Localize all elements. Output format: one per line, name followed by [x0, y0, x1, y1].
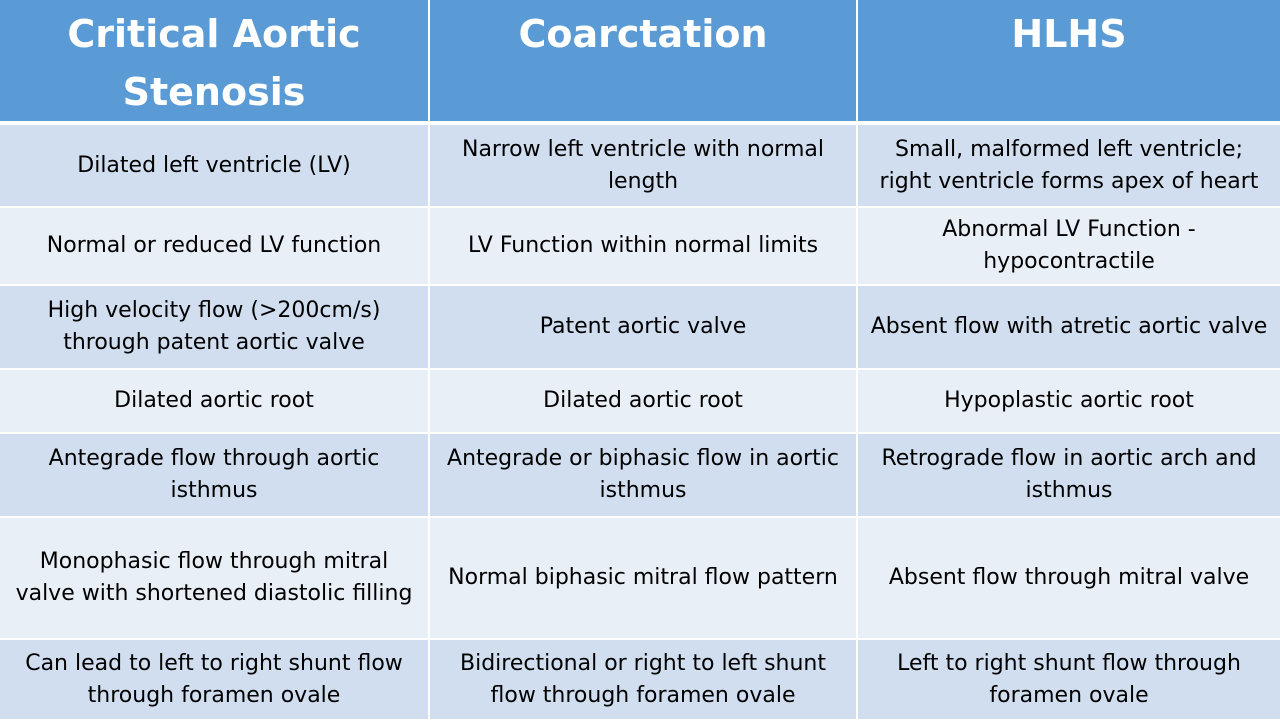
cell-hlhs: Left to right shunt flow through foramen… [857, 639, 1280, 720]
cell-hlhs: Absent flow through mitral valve [857, 517, 1280, 640]
cell-hlhs: Absent flow with atretic aortic valve [857, 285, 1280, 370]
header-hlhs: HLHS [857, 0, 1280, 125]
cell-hlhs: Retrograde flow in aortic arch and isthm… [857, 433, 1280, 518]
cell-critical-aortic-stenosis: High velocity flow (>200cm/s) through pa… [0, 285, 430, 370]
header-row: Critical Aortic Stenosis Coarctation HLH… [0, 0, 1280, 125]
table-row: Antegrade flow through aortic isthmus An… [0, 433, 1280, 518]
cell-critical-aortic-stenosis: Monophasic flow through mitral valve wit… [0, 517, 430, 640]
table-body: Dilated left ventricle (LV) Narrow left … [0, 123, 1280, 720]
table-row: Dilated left ventricle (LV) Narrow left … [0, 123, 1280, 208]
table-row: High velocity flow (>200cm/s) through pa… [0, 285, 1280, 370]
cell-critical-aortic-stenosis: Antegrade flow through aortic isthmus [0, 433, 430, 518]
cell-critical-aortic-stenosis: Can lead to left to right shunt flow thr… [0, 639, 430, 720]
header-critical-aortic-stenosis: Critical Aortic Stenosis [0, 0, 430, 125]
cell-coarctation: Antegrade or biphasic flow in aortic ist… [429, 433, 858, 518]
cell-coarctation: LV Function within normal limits [429, 207, 858, 286]
cell-critical-aortic-stenosis: Dilated left ventricle (LV) [0, 123, 430, 208]
table-row: Dilated aortic root Dilated aortic root … [0, 369, 1280, 434]
cell-coarctation: Patent aortic valve [429, 285, 858, 370]
table-row: Monophasic flow through mitral valve wit… [0, 517, 1280, 640]
cell-critical-aortic-stenosis: Normal or reduced LV function [0, 207, 430, 286]
cell-hlhs: Abnormal LV Function - hypocontractile [857, 207, 1280, 286]
cell-coarctation: Narrow left ventricle with normal length [429, 123, 858, 208]
cell-hlhs: Hypoplastic aortic root [857, 369, 1280, 434]
cell-coarctation: Bidirectional or right to left shunt flo… [429, 639, 858, 720]
cell-coarctation: Normal biphasic mitral flow pattern [429, 517, 858, 640]
cell-coarctation: Dilated aortic root [429, 369, 858, 434]
table-row: Normal or reduced LV function LV Functio… [0, 207, 1280, 286]
table-header: Critical Aortic Stenosis Coarctation HLH… [0, 0, 1280, 125]
cell-critical-aortic-stenosis: Dilated aortic root [0, 369, 430, 434]
cell-hlhs: Small, malformed left ventricle; right v… [857, 123, 1280, 208]
table-row: Can lead to left to right shunt flow thr… [0, 639, 1280, 720]
header-coarctation: Coarctation [429, 0, 858, 125]
